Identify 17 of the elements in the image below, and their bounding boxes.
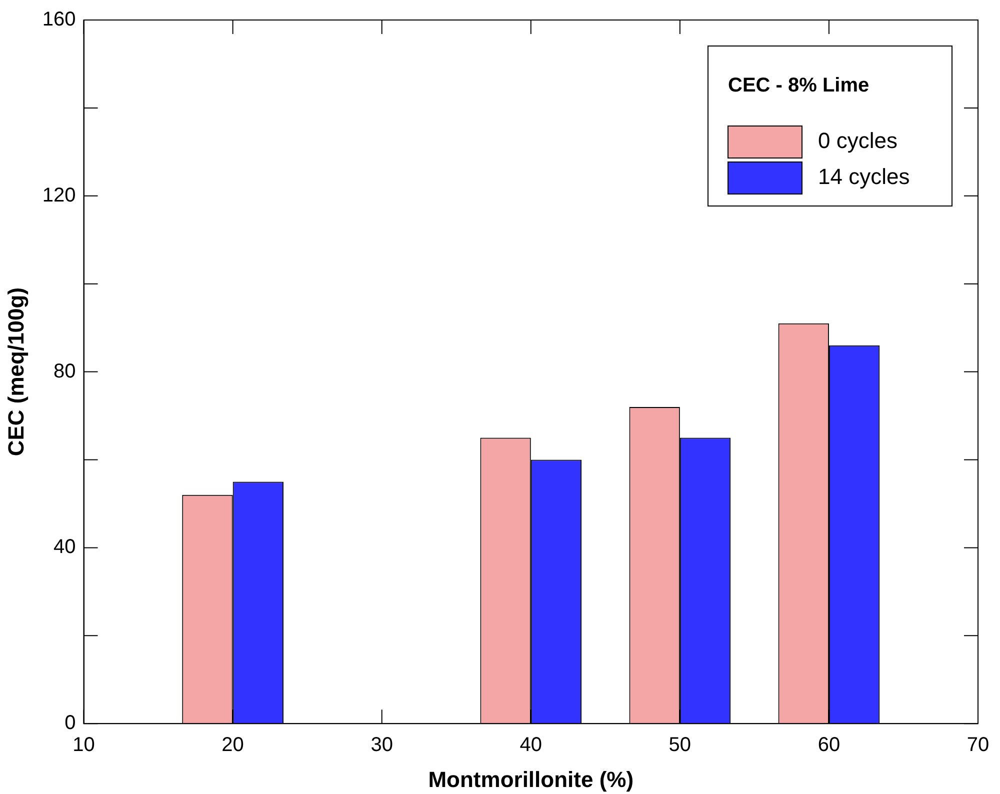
x-tick-label: 70: [966, 734, 990, 756]
legend-label: 0 cycles: [818, 128, 898, 154]
x-tick-label: 10: [72, 734, 95, 756]
y-tick-label: 80: [54, 360, 76, 382]
y-tick-label: 120: [42, 184, 76, 206]
x-tick-label: 60: [818, 734, 840, 756]
x-tick-label: 50: [668, 734, 692, 756]
legend-title: CEC - 8% Lime: [728, 74, 870, 97]
legend-label: 14 cycles: [818, 164, 910, 190]
x-tick-label: 30: [370, 734, 393, 756]
x-tick-label: 20: [222, 734, 244, 756]
y-tick-label: 0: [64, 712, 76, 734]
y-axis-title: CEC (meq/100g): [3, 287, 28, 456]
y-tick-label: 160: [42, 8, 76, 31]
x-tick-label: 40: [520, 734, 542, 756]
y-tick-label: 40: [54, 536, 76, 558]
x-axis-title: Montmorillonite (%): [428, 766, 634, 792]
